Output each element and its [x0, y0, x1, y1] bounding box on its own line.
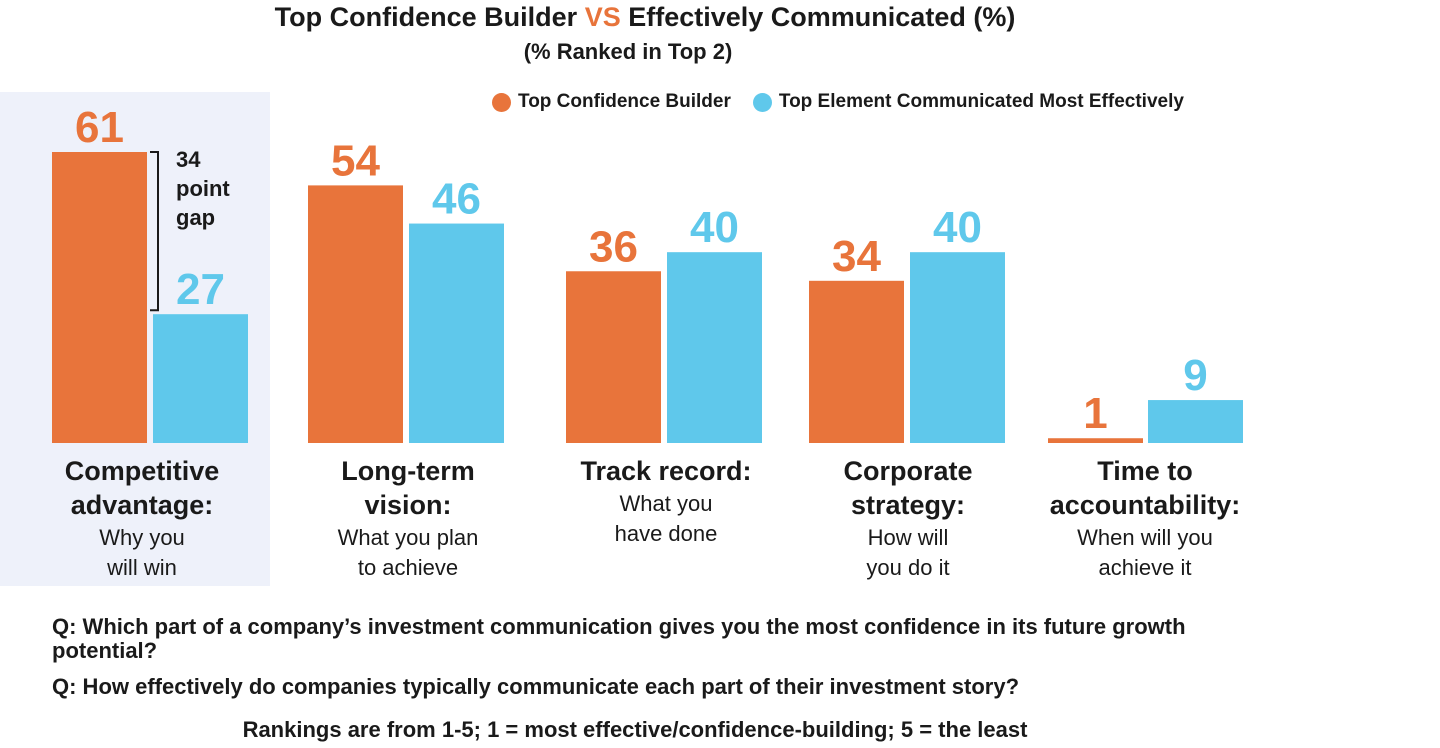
gap-annotation: 34 point gap	[176, 145, 266, 232]
data-label-confidence-corporate-strategy: 34	[832, 232, 881, 281]
title-part2: Effectively Communicated (%)	[628, 2, 1016, 32]
category-subtitle-line2: you do it	[866, 555, 950, 580]
bar-confidence-competitive-advantage	[52, 152, 147, 443]
gap-annotation-line2: point	[176, 176, 230, 201]
chart-subtitle: (% Ranked in Top 2)	[523, 39, 733, 64]
category-title-line2: advantage:	[70, 490, 214, 520]
legend-swatch-confidence	[492, 92, 511, 112]
bar-confidence-corporate-strategy	[809, 280, 904, 443]
category-subtitle-line1: How will	[867, 525, 949, 550]
title-vs: VS	[584, 2, 621, 32]
bar-communicated-competitive-advantage	[153, 314, 248, 443]
data-label-confidence-long-term-vision: 54	[331, 136, 380, 185]
data-label-confidence-time-to-accountability: 1	[1083, 389, 1107, 438]
legend: Top Confidence Builder Top Element Commu…	[492, 88, 1206, 116]
category-subtitle-line1: Why you	[99, 525, 185, 550]
ranking-note: Rankings are from 1-5; 1 = most effectiv…	[242, 717, 1028, 742]
category-label-long-term-vision: Long-term vision: What you plan to achie…	[283, 454, 533, 582]
legend-item-communicated: Top Element Communicated Most Effectivel…	[752, 91, 1184, 113]
category-label-time-to-accountability: Time to accountability: When will you ac…	[1020, 454, 1270, 582]
legend-label-communicated: Top Element Communicated Most Effectivel…	[778, 91, 1184, 112]
legend-label-confidence: Top Confidence Builder	[518, 91, 731, 112]
bar-confidence-time-to-accountability	[1048, 438, 1143, 443]
category-title-line2: vision:	[364, 490, 452, 520]
title-part1: Top Confidence Builder	[274, 2, 578, 32]
category-label-track-record: Track record: What you have done	[541, 454, 791, 548]
category-title-line2: strategy:	[850, 490, 966, 520]
category-title-line1: Corporate	[843, 456, 973, 486]
question-1: Q: Which part of a company’s investment …	[52, 614, 1186, 663]
question-2: Q: How effectively do companies typicall…	[52, 674, 1020, 699]
data-label-communicated-time-to-accountability: 9	[1183, 351, 1207, 400]
bar-communicated-corporate-strategy	[910, 252, 1005, 443]
bar-communicated-time-to-accountability	[1148, 400, 1243, 443]
bar-communicated-track-record	[667, 252, 762, 443]
category-subtitle-line1: What you plan	[337, 525, 479, 550]
data-label-confidence-competitive-advantage: 61	[75, 103, 124, 152]
category-label-competitive-advantage: Competitive advantage: Why you will win	[17, 454, 267, 582]
category-subtitle-line2: will win	[107, 555, 177, 580]
category-subtitle-line2: achieve it	[1098, 555, 1192, 580]
category-title-line1: Competitive	[64, 456, 220, 486]
bar-communicated-long-term-vision	[409, 223, 504, 443]
gap-annotation-value: 34	[176, 147, 201, 172]
category-title-line1: Time to	[1097, 456, 1193, 486]
chart-title: Top Confidence Builder VS Effectively Co…	[0, 0, 1290, 34]
bar-confidence-long-term-vision	[308, 185, 403, 444]
legend-item-confidence: Top Confidence Builder	[492, 91, 731, 113]
gap-annotation-line3: gap	[176, 205, 216, 230]
category-title-line1: Track record:	[580, 456, 752, 486]
bar-confidence-track-record	[566, 271, 661, 443]
category-subtitle-line2: to achieve	[357, 555, 459, 580]
data-label-confidence-track-record: 36	[589, 222, 638, 271]
category-label-corporate-strategy: Corporate strategy: How will you do it	[783, 454, 1033, 582]
category-title-line1: Long-term	[341, 456, 475, 486]
category-subtitle-line1: When will you	[1077, 525, 1213, 550]
data-label-communicated-competitive-advantage: 27	[176, 265, 225, 314]
data-label-communicated-long-term-vision: 46	[432, 175, 481, 224]
category-title-line2: accountability:	[1049, 490, 1241, 520]
category-subtitle-line1: What you	[619, 491, 713, 516]
category-subtitle-line2: have done	[614, 521, 718, 546]
data-label-communicated-corporate-strategy: 40	[933, 203, 982, 252]
gap-bracket	[150, 151, 159, 312]
bar-chart: 61 54 36 34 1 27 46 40 40 9	[52, 103, 1243, 444]
legend-swatch-communicated	[752, 92, 772, 112]
data-label-communicated-track-record: 40	[690, 203, 739, 252]
